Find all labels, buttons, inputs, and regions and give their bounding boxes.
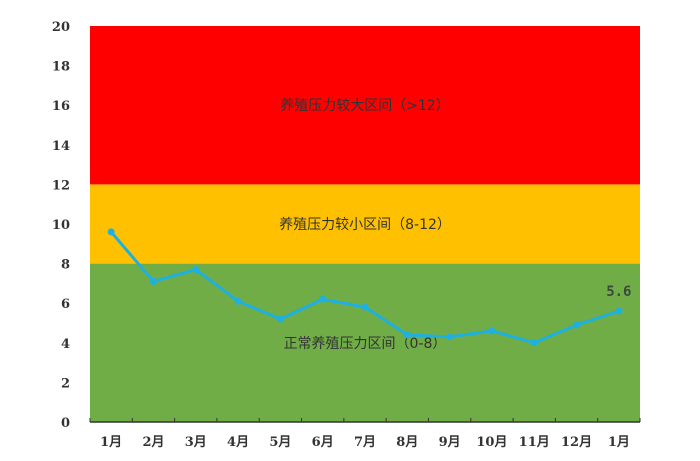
x-tick-label: 8月 xyxy=(396,435,418,450)
x-tick-label: 7月 xyxy=(354,435,376,450)
x-tick-label: 9月 xyxy=(439,435,461,450)
y-tick-label: 2 xyxy=(61,376,70,391)
x-tick-label: 3月 xyxy=(185,435,207,450)
data-point xyxy=(488,327,496,335)
y-tick-label: 0 xyxy=(61,416,70,431)
band-label: 养殖压力较小区间（8-12） xyxy=(279,216,451,233)
y-tick-label: 4 xyxy=(61,337,70,352)
band-2 xyxy=(90,26,640,185)
y-tick-label: 20 xyxy=(52,20,70,35)
data-point xyxy=(192,266,200,274)
band-1 xyxy=(90,184,640,264)
data-point xyxy=(149,277,157,285)
data-label: 5.6 xyxy=(606,284,631,300)
y-tick-label: 18 xyxy=(52,60,70,75)
x-tick-label: 10月 xyxy=(476,435,507,450)
band-0 xyxy=(90,263,640,422)
y-tick-label: 14 xyxy=(52,139,70,154)
y-tick-label: 8 xyxy=(61,258,70,273)
x-tick-label: 6月 xyxy=(312,435,334,450)
x-axis: 1月 2月 3月 4月 5月 6月 7月 8月 9月 10月 11月 12月 1月 xyxy=(89,418,641,450)
data-point xyxy=(276,315,284,323)
data-point xyxy=(615,307,623,315)
x-tick-label: 1月 xyxy=(100,435,122,450)
data-point xyxy=(573,321,581,329)
y-tick-label: 6 xyxy=(61,297,70,312)
data-point xyxy=(319,295,327,303)
series: 5.6 xyxy=(107,228,631,347)
y-axis: 0 2 4 6 8 10 12 14 16 18 20 xyxy=(52,20,70,431)
x-tick-label: 11月 xyxy=(519,435,550,450)
y-tick-label: 12 xyxy=(52,178,70,193)
data-point xyxy=(446,333,454,341)
x-tick-label: 1月 xyxy=(608,435,630,450)
data-point xyxy=(107,228,115,236)
data-point xyxy=(530,339,538,347)
data-point xyxy=(234,297,242,305)
band-label: 养殖压力较大区间（>12） xyxy=(280,97,450,114)
x-tick-label: 5月 xyxy=(269,435,291,450)
y-tick-label: 16 xyxy=(52,99,70,114)
x-tick-label: 2月 xyxy=(142,435,164,450)
data-point xyxy=(361,303,369,311)
data-point xyxy=(403,331,411,339)
bands: 正常养殖压力区间（0-8） 养殖压力较小区间（8-12） 养殖压力较大区间（>12） xyxy=(90,26,640,422)
x-tick-label: 4月 xyxy=(227,435,249,450)
band-label: 正常养殖压力区间（0-8） xyxy=(284,335,447,352)
y-tick-label: 10 xyxy=(52,218,70,233)
x-tick-label: 12月 xyxy=(561,435,592,450)
